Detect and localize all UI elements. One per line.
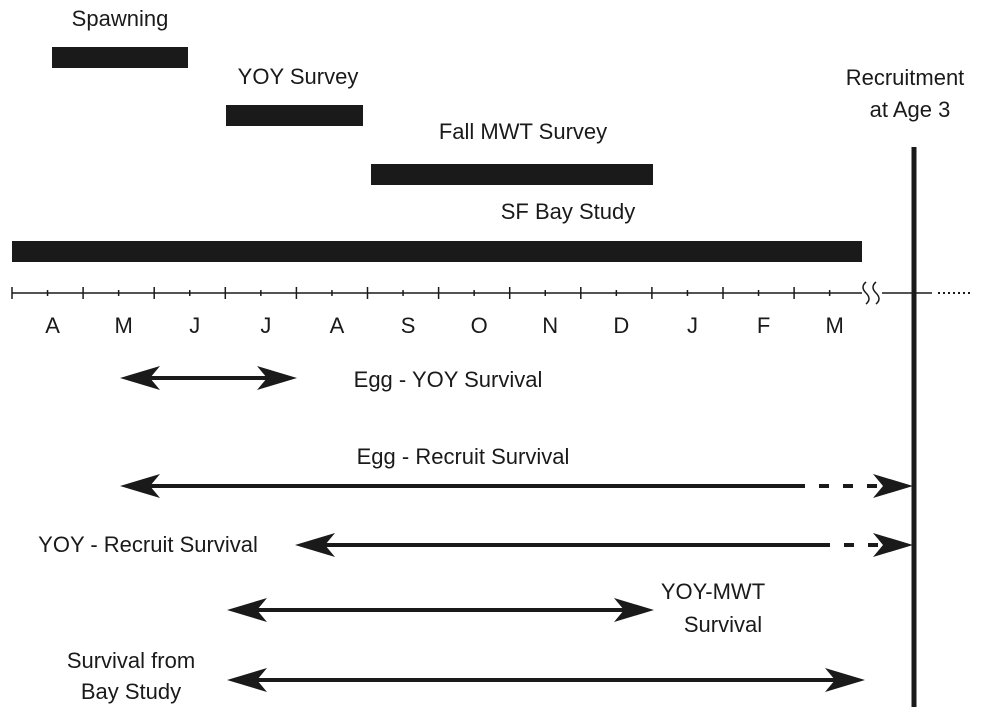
arrow-label: Egg - YOY Survival [354,367,543,392]
arrow [120,366,297,390]
spawning-bar [52,47,188,68]
recruitment-label: at Age 3 [870,97,951,122]
bar-label: SF Bay Study [501,199,636,224]
arrow-label: Survival [684,612,762,637]
month-label: D [613,313,629,338]
month-label: A [330,313,345,338]
month-label: J [189,313,200,338]
bar-label: Spawning [72,6,169,31]
month-label: A [45,313,60,338]
recruitment-label: Recruitment [846,65,965,90]
sf-bay-bar [12,241,862,262]
month-label: O [471,313,488,338]
month-label: S [401,313,416,338]
month-label: J [260,313,271,338]
bar-label: Fall MWT Survey [439,119,607,144]
month-label: M [825,313,843,338]
arrow-label: YOY - Recruit Survival [38,532,258,557]
arrow-label: Bay Study [81,679,181,704]
month-label: F [757,313,770,338]
arrow-label: Egg - Recruit Survival [357,444,570,469]
arrow-label: YOY-MWT [661,579,765,604]
month-label: N [542,313,558,338]
timeline [12,281,972,305]
yoy-survey-bar [226,105,363,126]
arrow-label: Survival from [67,648,195,673]
fall-mwt-bar [371,164,653,185]
bar-label: YOY Survey [238,64,359,89]
month-label: J [687,313,698,338]
arrow [227,668,865,692]
month-label: M [114,313,132,338]
arrow [295,533,913,557]
arrow [227,598,654,622]
arrow [120,474,913,498]
axis-break [862,281,880,305]
